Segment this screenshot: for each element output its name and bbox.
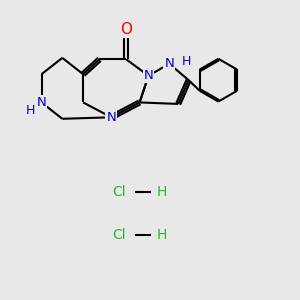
Text: Cl: Cl (112, 184, 126, 199)
Text: N: N (106, 111, 116, 124)
Text: N: N (164, 57, 174, 70)
Text: H: H (157, 184, 167, 199)
Text: Cl: Cl (112, 228, 126, 242)
Text: N: N (37, 96, 46, 109)
Text: N: N (144, 69, 153, 82)
Text: H: H (182, 55, 191, 68)
Text: H: H (157, 228, 167, 242)
Text: O: O (120, 22, 132, 37)
Text: H: H (26, 104, 35, 117)
